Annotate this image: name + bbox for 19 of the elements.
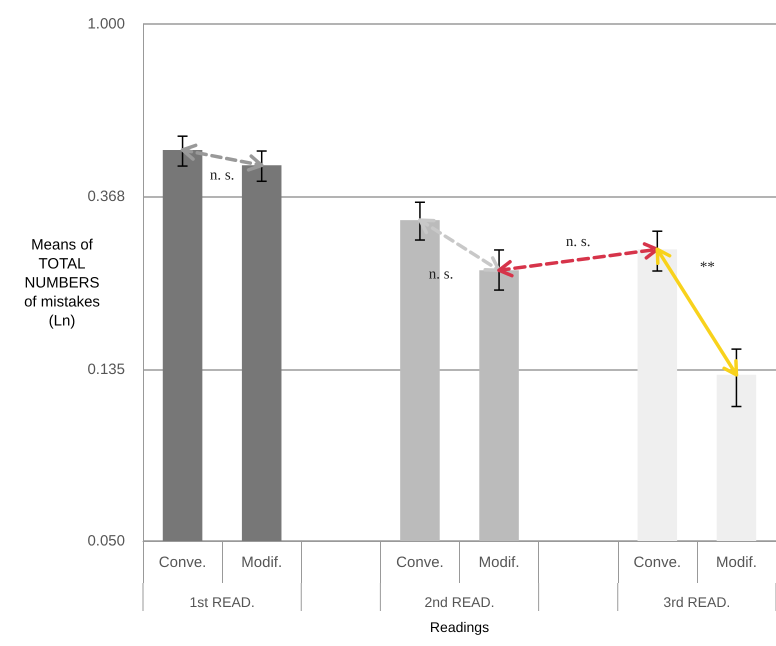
- y-tick-label: 0.050: [87, 532, 125, 550]
- x-tick-label: Modif.: [478, 554, 520, 571]
- text: 3rd READ.: [663, 594, 730, 610]
- annotation: **: [700, 259, 715, 276]
- y-tick-label: 0.135: [87, 361, 125, 378]
- x-tick-label: Conve.: [158, 554, 206, 571]
- x-tick-label: Conve.: [634, 554, 682, 571]
- y-axis-title: Means of TOTAL NUMBERS of mistakes (Ln): [24, 236, 100, 330]
- x-tick-label: Conve.: [396, 554, 444, 571]
- x-tick-label: Modif.: [241, 554, 282, 571]
- text: 1st READ.: [189, 594, 255, 610]
- annotation: n. s.: [566, 234, 590, 250]
- annotation: n. s.: [428, 266, 454, 282]
- annotation: n. s.: [210, 168, 234, 184]
- y-tick-label: 0.368: [87, 188, 125, 206]
- x-axis-title: Readings: [430, 619, 490, 635]
- x-tick-label: Modif.: [716, 554, 757, 571]
- text: 2nd READ.: [424, 594, 495, 610]
- y-tick-label: 1.000: [87, 16, 125, 32]
